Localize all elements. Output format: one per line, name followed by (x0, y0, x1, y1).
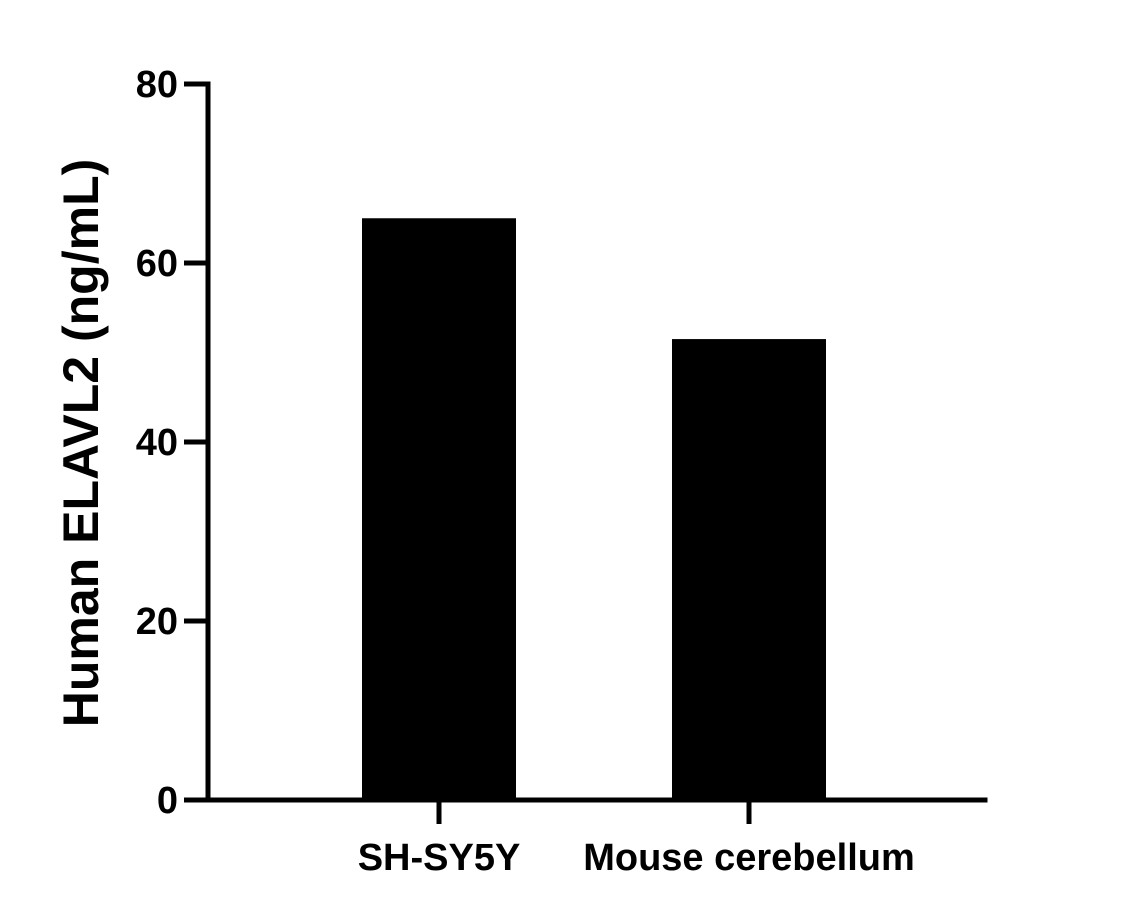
bars (362, 218, 826, 800)
x-tick-label: SH-SY5Y (358, 837, 521, 879)
x-ticks: SH-SY5Y Mouse cerebellum (358, 800, 915, 879)
y-ticks: 0 20 40 60 80 (136, 64, 208, 822)
bar (362, 218, 516, 800)
y-tick-label: 60 (136, 243, 178, 285)
y-tick-label: 80 (136, 64, 178, 106)
y-tick-label: 0 (157, 780, 178, 822)
y-tick-label: 40 (136, 422, 178, 464)
y-axis: 0 20 40 60 80 (136, 64, 211, 822)
bar (672, 339, 826, 800)
y-tick-label: 20 (136, 601, 178, 643)
y-axis-title: Human ELAVL2 (ng/mL) (53, 159, 109, 728)
x-axis: SH-SY5Y Mouse cerebellum (205, 797, 988, 879)
x-tick-label: Mouse cerebellum (583, 837, 915, 879)
